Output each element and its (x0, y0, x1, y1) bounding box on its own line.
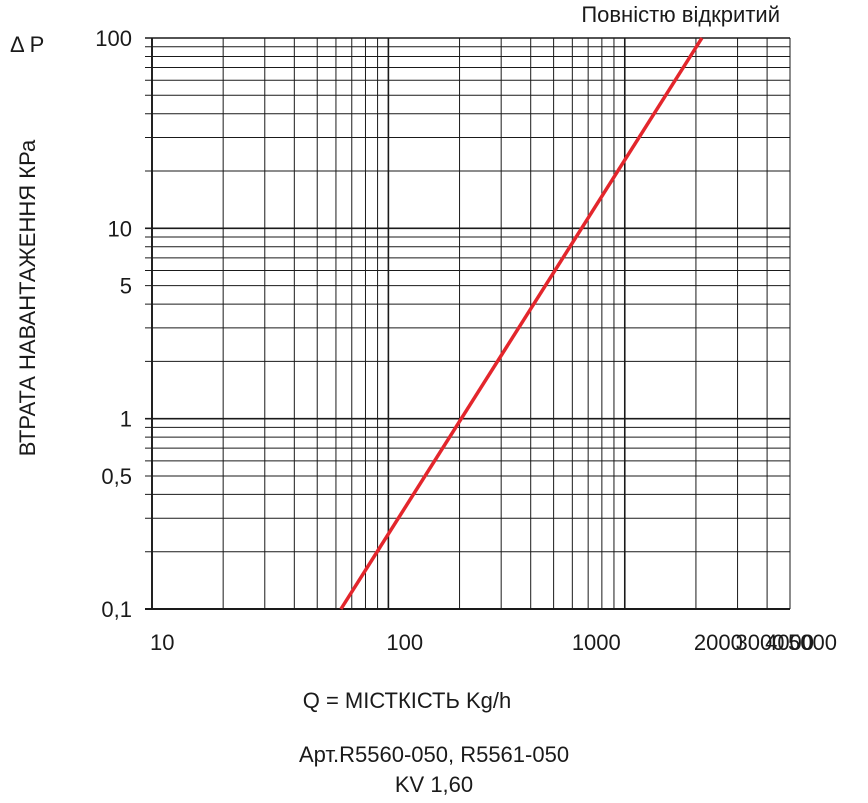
y-tick-label: 0,5 (101, 464, 132, 489)
x-axis-label: Q = МІСТКІСТЬ Kg/h (303, 688, 512, 713)
x-tick-label: 5000 (788, 630, 837, 655)
y-tick-label: 100 (95, 26, 132, 51)
x-tick-label: 10 (150, 630, 174, 655)
y-unit-label: Δ P (10, 32, 44, 57)
series-layer (339, 37, 704, 610)
series-line-0 (339, 37, 704, 610)
x-tick-label: 100 (386, 630, 423, 655)
caption-article: Арт.R5560-050, R5561-050 (298, 742, 570, 767)
y-tick-label: 1 (120, 407, 132, 432)
x-tick-label: 4000 (765, 630, 814, 655)
y-tick-label: 10 (108, 216, 132, 241)
x-tick-label: 1000 (572, 630, 621, 655)
grid-major (145, 37, 790, 610)
grid-minor (145, 38, 791, 609)
caption-kv: KV 1,60 (394, 772, 474, 797)
x-tick-label: 3000 (736, 630, 785, 655)
y-tick-label: 5 (120, 274, 132, 299)
y-axis-label: ВТРАТА НАВАНТАЖЕННЯ КРа (15, 139, 40, 456)
y-tick-labels: 0,1 0,5 1 5 10 100 (95, 26, 132, 622)
series-label: Повністю відкритий (581, 2, 780, 27)
y-tick-label: 0,1 (101, 597, 132, 622)
x-tick-label: 2000 (694, 630, 743, 655)
